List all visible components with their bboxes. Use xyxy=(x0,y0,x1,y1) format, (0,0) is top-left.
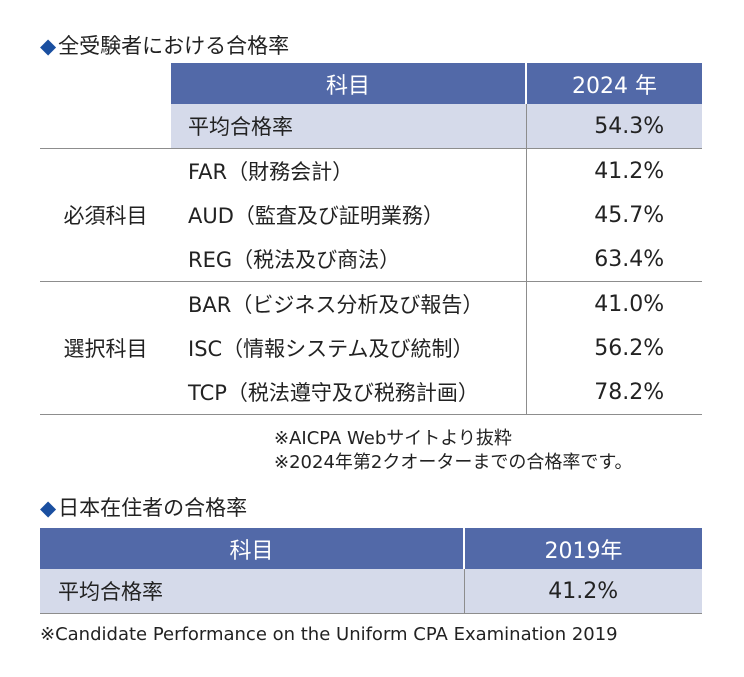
average-value: 54.3% xyxy=(525,104,702,149)
diamond-icon: ◆ xyxy=(40,496,57,520)
diamond-icon: ◆ xyxy=(40,34,57,58)
subject-value: 45.7% xyxy=(525,193,702,237)
subject-label: AUD（監査及び証明業務） xyxy=(188,204,444,228)
average-row-blank xyxy=(40,104,171,149)
subject-label: FAR（財務会計） xyxy=(188,160,354,184)
subject-value: 63.4% xyxy=(525,237,702,282)
subject-value: 41.0% xyxy=(525,281,702,326)
period-note: ※2024年第2クオーターまでの合格率です。 xyxy=(274,452,633,473)
pass-rate-table-all: 科目 2024 年 平均合格率 54.3% 必須科目 FAR（財務会計） 41.… xyxy=(40,63,702,415)
source-note: ※AICPA Webサイトより抜粋 xyxy=(274,428,512,449)
header-year: 2024 年 xyxy=(526,63,702,104)
header-subject: 科目 xyxy=(171,63,527,104)
section1-title: 全受験者における合格率 xyxy=(58,34,290,58)
subject-label: BAR（ビジネス分析及び報告） xyxy=(188,293,484,317)
table-row: 必須科目 FAR（財務会計） 41.2% xyxy=(40,148,702,282)
table-row: ISC（情報システム及び統制） 56.2% xyxy=(40,326,702,370)
header-subject: 科目 xyxy=(40,528,465,569)
average-value: 41.2% xyxy=(463,569,702,614)
section2-title: 日本在住者の合格率 xyxy=(58,496,248,520)
subject-value: 41.2% xyxy=(525,148,702,193)
section1-heading: ◆全受験者における合格率 xyxy=(40,33,289,59)
table-row: 選択科目 BAR（ビジネス分析及び報告） 41.0% xyxy=(40,281,702,415)
header-year: 2019年 xyxy=(464,528,702,569)
table-header-row: 科目 2019年 xyxy=(40,528,702,569)
header-blank-cell xyxy=(40,63,171,104)
source-note: ※Candidate Performance on the Uniform CP… xyxy=(40,624,618,645)
subject-label: ISC（情報システム及び統制） xyxy=(188,337,474,361)
subject-value: 78.2% xyxy=(525,370,702,415)
group-required: 必須科目 xyxy=(40,148,171,282)
table-row: TCP（税法遵守及び税務計画） 78.2% xyxy=(40,370,702,415)
subject-label: TCP（税法遵守及び税務計画） xyxy=(171,370,526,415)
subject-value: 56.2% xyxy=(525,326,702,370)
section2-heading: ◆日本在住者の合格率 xyxy=(40,495,247,521)
average-row: 平均合格率 54.3% xyxy=(40,104,702,149)
average-label: 平均合格率 xyxy=(40,569,464,614)
pass-rate-table-japan: 科目 2019年 平均合格率 41.2% xyxy=(40,528,702,614)
average-row: 平均合格率 41.2% xyxy=(40,569,702,614)
group-elective: 選択科目 xyxy=(40,281,171,415)
table-header-row: 科目 2024 年 xyxy=(40,63,702,104)
table-row: AUD（監査及び証明業務） 45.7% xyxy=(40,193,702,237)
table-row: REG（税法及び商法） 63.4% xyxy=(40,237,702,282)
average-label: 平均合格率 xyxy=(171,104,526,149)
subject-label: REG（税法及び商法） xyxy=(171,237,526,282)
